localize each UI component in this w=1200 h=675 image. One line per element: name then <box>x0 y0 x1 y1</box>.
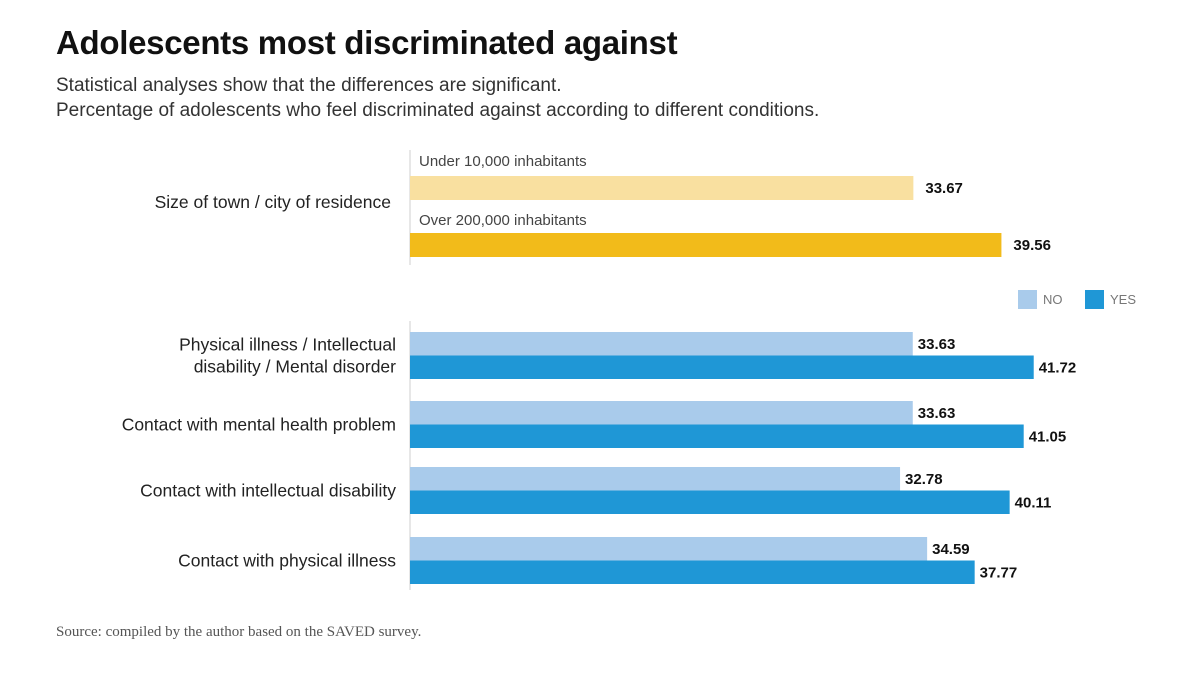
value-label-no-0: 33.63 <box>918 336 956 353</box>
category-label-1-line-0: Contact with mental health problem <box>122 415 396 435</box>
category-label-3-line-0: Contact with physical illness <box>178 551 396 571</box>
category-label-town-size: Size of town / city of residence <box>155 192 391 212</box>
value-label-town-1: 39.56 <box>1013 237 1051 254</box>
category-label-0-line-0: Physical illness / Intellectual <box>179 335 396 355</box>
bar-no-3 <box>410 537 928 561</box>
legend-swatch-no <box>1018 290 1037 309</box>
chart-subtitle-line-1: Statistical analyses show that the diffe… <box>56 75 562 96</box>
bar-label-town-1: Over 200,000 inhabitants <box>419 212 587 229</box>
bar-town-1 <box>410 233 1002 257</box>
category-label-0-line-1: disability / Mental disorder <box>194 357 396 377</box>
value-label-town-0: 33.67 <box>925 180 963 197</box>
value-label-no-1: 33.63 <box>918 405 956 422</box>
bar-town-0 <box>410 176 914 200</box>
bar-no-1 <box>410 401 913 425</box>
bar-yes-3 <box>410 560 975 584</box>
bar-yes-0 <box>410 355 1034 379</box>
value-label-yes-2: 40.11 <box>1015 495 1052 512</box>
bar-no-2 <box>410 467 901 491</box>
value-label-yes-0: 41.72 <box>1039 360 1077 377</box>
bar-yes-1 <box>410 424 1024 448</box>
chart-title: Adolescents most discriminated against <box>56 24 678 61</box>
category-label-2-line-0: Contact with intellectual disability <box>140 481 396 501</box>
legend-label-no: NO <box>1043 292 1063 307</box>
value-label-no-3: 34.59 <box>932 541 970 558</box>
chart-source: Source: compiled by the author based on … <box>56 624 422 640</box>
value-label-yes-3: 37.77 <box>980 565 1018 582</box>
value-label-yes-1: 41.05 <box>1029 429 1067 446</box>
bar-no-0 <box>410 332 913 356</box>
bar-label-town-0: Under 10,000 inhabitants <box>419 153 587 170</box>
legend-swatch-yes <box>1085 290 1104 309</box>
value-label-no-2: 32.78 <box>905 471 943 488</box>
bar-yes-2 <box>410 490 1010 514</box>
legend-label-yes: YES <box>1110 292 1136 307</box>
chart-subtitle-line-2: Percentage of adolescents who feel discr… <box>56 100 820 121</box>
